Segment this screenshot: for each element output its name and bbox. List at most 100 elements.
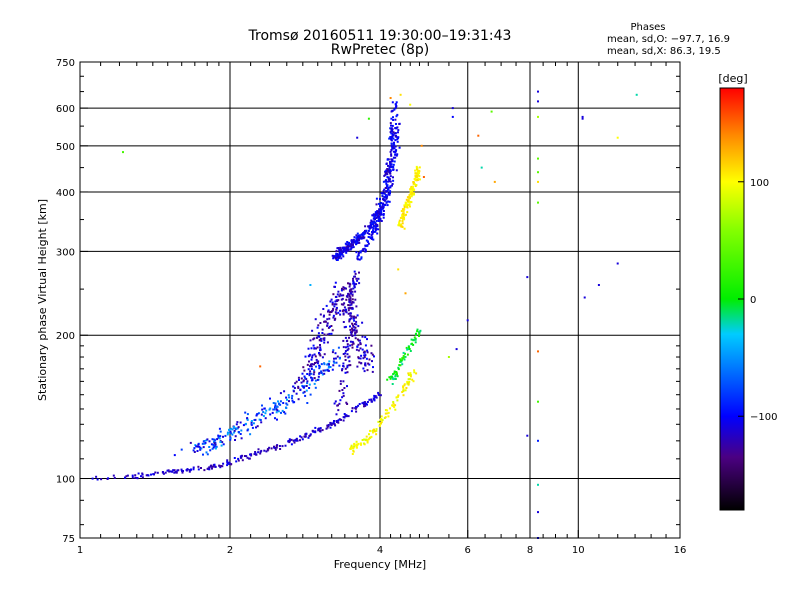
data-point	[395, 149, 398, 152]
data-point	[376, 223, 379, 226]
data-point	[246, 456, 249, 459]
data-point	[378, 213, 381, 215]
data-point	[351, 329, 354, 332]
data-point	[355, 251, 358, 254]
data-point	[394, 156, 397, 159]
data-point	[394, 145, 397, 148]
data-point	[339, 313, 342, 316]
data-point	[372, 429, 375, 432]
data-point	[394, 139, 397, 142]
data-point	[217, 436, 220, 438]
y-tick-label: 600	[56, 104, 75, 115]
data-point	[290, 438, 293, 441]
data-point	[176, 469, 179, 472]
data-point	[357, 234, 360, 237]
data-point	[392, 373, 395, 376]
data-point	[356, 279, 359, 282]
data-point	[344, 355, 347, 358]
data-point	[302, 366, 305, 369]
data-point	[346, 403, 349, 405]
data-point	[358, 282, 361, 285]
data-point	[340, 418, 342, 421]
data-point	[378, 211, 380, 214]
data-point	[493, 180, 496, 183]
data-point	[342, 416, 345, 419]
data-point	[363, 403, 366, 406]
data-point	[420, 144, 423, 147]
data-point	[313, 369, 316, 372]
data-point	[411, 193, 414, 196]
y-tick-label: 400	[56, 188, 75, 199]
data-point	[318, 364, 321, 367]
data-point	[202, 446, 205, 449]
data-point	[344, 352, 347, 355]
data-point	[412, 338, 415, 341]
data-point	[412, 182, 415, 184]
data-point	[319, 427, 322, 430]
data-point	[366, 441, 369, 444]
data-point	[537, 90, 539, 93]
data-point	[408, 197, 411, 200]
data-point	[227, 462, 230, 465]
data-point	[257, 448, 260, 451]
data-point	[385, 169, 388, 172]
data-point	[273, 446, 276, 449]
data-point	[404, 292, 407, 295]
data-point	[349, 301, 352, 304]
data-point	[526, 276, 529, 279]
data-point	[279, 392, 282, 395]
data-point	[222, 462, 225, 465]
data-point	[348, 241, 350, 244]
data-point	[366, 369, 369, 372]
data-point	[373, 355, 375, 358]
data-point	[213, 440, 215, 443]
data-point	[404, 352, 406, 355]
data-point	[390, 124, 392, 127]
data-point	[370, 352, 373, 355]
data-point	[342, 286, 345, 289]
data-point	[353, 284, 356, 287]
data-point	[275, 446, 278, 449]
data-point	[293, 387, 296, 389]
data-point	[341, 369, 343, 372]
data-point	[161, 471, 164, 473]
data-point	[304, 377, 307, 380]
data-point	[375, 433, 378, 436]
data-point	[383, 188, 386, 191]
data-point	[330, 298, 333, 301]
data-point	[382, 202, 385, 205]
data-point	[150, 473, 152, 476]
data-point	[326, 424, 329, 427]
data-point	[303, 375, 306, 378]
data-point	[364, 404, 367, 407]
data-point	[356, 345, 359, 348]
data-point	[331, 303, 334, 306]
data-point	[288, 400, 290, 403]
data-point	[248, 457, 250, 460]
data-point	[386, 200, 389, 203]
data-point	[324, 320, 327, 323]
data-point	[392, 134, 395, 137]
data-point	[365, 435, 368, 438]
data-point	[300, 436, 303, 439]
data-point	[332, 421, 335, 424]
data-point	[387, 411, 390, 414]
data-point	[455, 348, 458, 351]
data-point	[402, 210, 405, 213]
data-point	[328, 332, 331, 335]
data-point	[357, 241, 359, 244]
data-point	[405, 213, 407, 216]
data-point	[362, 248, 365, 251]
data-point	[343, 413, 346, 415]
y-tick-label: 100	[56, 475, 75, 486]
data-point	[339, 380, 342, 383]
data-point	[342, 380, 345, 383]
data-point	[373, 398, 375, 401]
data-point	[263, 449, 266, 452]
data-point	[391, 124, 394, 127]
data-point	[199, 446, 202, 449]
data-point	[311, 356, 314, 359]
data-point	[364, 344, 367, 347]
data-point	[309, 284, 312, 286]
data-point	[405, 387, 408, 389]
